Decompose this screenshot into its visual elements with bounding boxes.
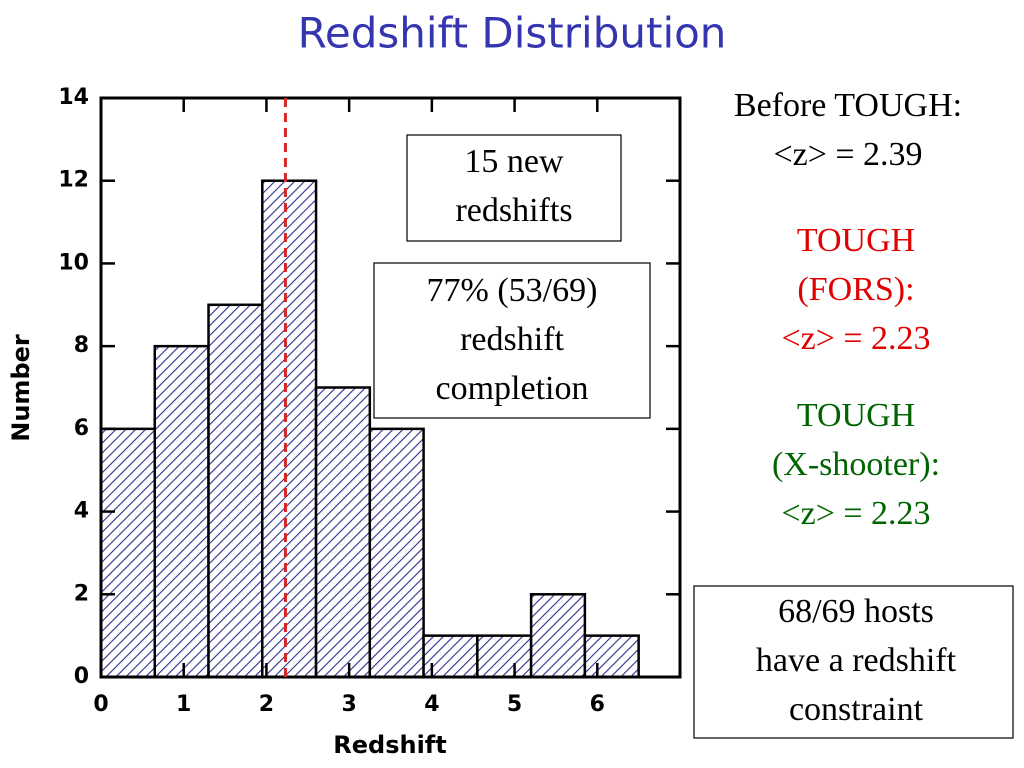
annotation-box [693,585,1014,739]
bar [476,634,533,679]
plot-frame [99,96,682,679]
y-tick-label: 12 [58,168,89,193]
x-tick-label: 1 [176,692,191,717]
bar [99,427,157,679]
bar [583,634,640,679]
annotation-text: completion [436,370,589,407]
x-tick-label: 6 [590,692,605,717]
annotation-text: 15 new [464,143,564,180]
bar [529,593,587,679]
annotation-text: <z> = 2.39 [773,136,922,173]
y-tick-label: 2 [74,581,89,606]
bar [207,303,264,679]
x-tick-label: 2 [259,692,274,717]
bar [261,179,318,679]
y-tick-label: 6 [74,416,89,441]
chart-title: Redshift Distribution [298,9,727,58]
y-tick-label: 4 [74,499,89,524]
y-tick-label: 10 [58,250,89,275]
annotation-text: have a redshift [756,642,957,679]
y-tick-label: 8 [74,333,89,358]
annotation-text: TOUGH [797,397,915,434]
annotation-text: redshift [460,321,564,358]
x-tick-label: 0 [93,692,108,717]
x-tick-label: 5 [507,692,522,717]
x-tick-label: 3 [341,692,356,717]
x-axis-label: Redshift [333,731,446,759]
annotation-text: <z> = 2.23 [781,495,930,532]
annotation-text: (X-shooter): [772,446,940,483]
annotation-text: 77% (53/69) [427,272,598,309]
annotation-text: <z> = 2.23 [781,320,930,357]
y-axis-label: Number [7,334,35,442]
y-tick-label: 14 [58,85,89,110]
annotation-text: (FORS): [797,271,914,308]
annotation-text: Before TOUGH: [734,87,962,124]
bar [314,386,372,679]
annotation-text: redshifts [455,192,572,229]
annotation-text: TOUGH [797,222,915,259]
x-tick-label: 4 [424,692,439,717]
annotation-box [373,262,651,419]
bar [153,344,210,679]
annotation-box [406,134,622,242]
annotation-text: 68/69 hosts [778,593,934,630]
y-tick-label: 0 [74,664,89,689]
bar [368,427,425,679]
annotation-text: constraint [789,691,924,728]
